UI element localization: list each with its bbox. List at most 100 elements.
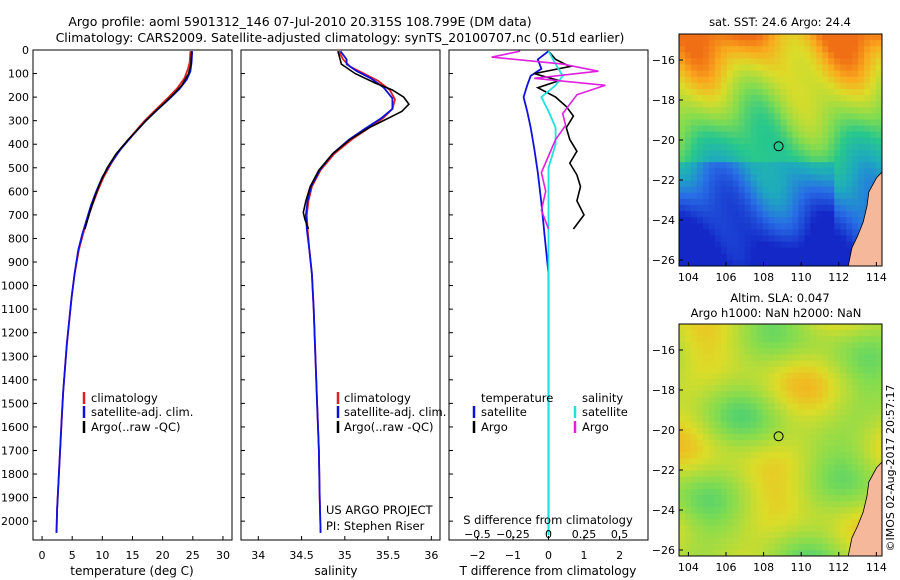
map-cell <box>708 46 716 53</box>
map-cell <box>858 162 865 169</box>
map-cell <box>816 101 823 108</box>
map-cell <box>816 64 823 72</box>
map-cell <box>816 52 823 59</box>
map-cell <box>876 52 882 59</box>
map-cell <box>762 143 769 151</box>
map-cell <box>828 336 835 343</box>
map-cell <box>864 324 871 331</box>
map-cell <box>852 46 859 53</box>
map-cell <box>738 223 746 230</box>
map-cell <box>679 391 686 398</box>
map-cell <box>702 354 710 362</box>
map-cell <box>786 470 793 478</box>
map-cell <box>702 76 710 84</box>
map-cell <box>756 391 763 398</box>
map-cell <box>750 385 758 392</box>
map-cell <box>822 259 829 266</box>
map-cell <box>732 324 740 331</box>
map-cell <box>702 543 710 551</box>
map-cell <box>714 354 722 362</box>
map-cell <box>732 259 740 266</box>
map-cell <box>852 119 859 126</box>
map-cell <box>810 378 817 386</box>
map-cell <box>738 501 746 508</box>
map-cell <box>768 204 775 212</box>
legend-label-argo: Argo(..raw -QC) <box>344 420 434 434</box>
map-cell <box>708 223 716 230</box>
map-cell <box>762 162 769 169</box>
x-tick-label: 35.5 <box>376 549 401 562</box>
map-cell <box>726 525 734 532</box>
map-cell <box>798 476 805 484</box>
map-cell <box>774 211 781 218</box>
map-cell <box>756 494 763 502</box>
map-cell <box>750 488 758 496</box>
map-cell <box>828 241 835 249</box>
map-cell <box>858 125 865 133</box>
map-cell <box>840 107 847 114</box>
map-cell <box>720 342 728 349</box>
map-cell <box>774 131 781 139</box>
map-cell <box>738 354 746 362</box>
map-cell <box>702 64 710 72</box>
map-cell <box>816 70 823 78</box>
map-cell <box>786 76 793 84</box>
map-cell <box>852 482 859 490</box>
map-cell <box>690 537 698 545</box>
map-cell <box>726 113 734 120</box>
map-cell <box>798 360 805 368</box>
map-cell <box>804 385 811 392</box>
map-cell <box>864 403 871 410</box>
map-cell <box>679 113 686 120</box>
map-cell <box>756 348 763 355</box>
map-cell <box>810 137 817 145</box>
map-cell <box>798 125 805 133</box>
map-cell <box>780 403 787 410</box>
map-cell <box>780 415 787 423</box>
map-cell <box>762 330 769 337</box>
map-cell <box>726 95 734 102</box>
map-cell <box>738 150 746 157</box>
map-cell <box>720 494 728 502</box>
map-cell <box>762 525 769 532</box>
map-cell <box>846 342 853 349</box>
map-cell <box>780 235 787 242</box>
map-cell <box>852 452 859 459</box>
map-cell <box>840 488 847 496</box>
map-cell <box>822 137 829 145</box>
map-cell <box>696 470 704 478</box>
map-cell <box>810 174 817 181</box>
map-cell <box>852 204 859 212</box>
map-cell <box>714 156 722 163</box>
map-cell <box>714 336 722 343</box>
map-cell <box>774 125 781 133</box>
map-cell <box>846 348 853 355</box>
map-cell <box>702 519 710 526</box>
map-cell <box>858 168 865 175</box>
temperature-panel <box>32 49 233 541</box>
map-cell <box>732 421 740 429</box>
map-cell <box>864 378 871 386</box>
map-cell <box>864 433 871 441</box>
map-cell <box>732 458 740 465</box>
map-cell <box>702 391 710 398</box>
map-cell <box>750 427 758 435</box>
map-cell <box>852 488 859 496</box>
map-cell <box>684 537 692 545</box>
map-cell <box>690 119 698 126</box>
map-cell <box>786 46 793 53</box>
map-cell <box>732 46 740 53</box>
map-cell <box>762 107 769 114</box>
map-cell <box>810 143 817 151</box>
map-cell <box>732 403 740 410</box>
map-cell <box>804 101 811 108</box>
map-cell <box>768 378 775 386</box>
map-cell <box>774 95 781 102</box>
map-cell <box>852 476 859 484</box>
map-cell <box>852 397 859 404</box>
map-cell <box>768 421 775 429</box>
map-cell <box>768 143 775 151</box>
map-cell <box>762 470 769 478</box>
map-cell <box>792 82 799 90</box>
map-cell <box>768 119 775 126</box>
